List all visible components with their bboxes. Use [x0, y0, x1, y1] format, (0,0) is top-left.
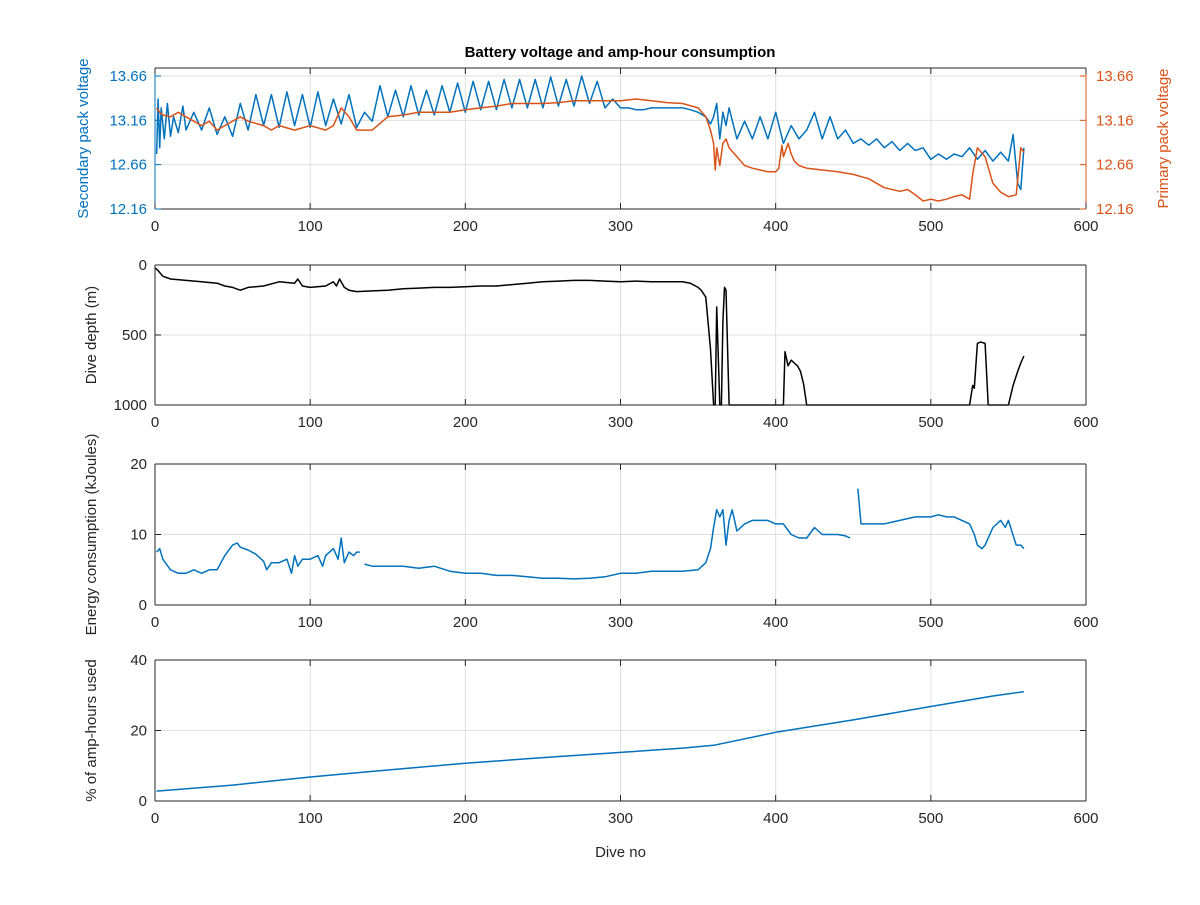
- y-tick-label: 0: [139, 257, 147, 274]
- x-tick-label: 400: [763, 414, 788, 431]
- y-tick-label: 1000: [114, 397, 147, 414]
- y-axis-label: Dive depth (m): [83, 286, 100, 384]
- x-tick-label: 0: [151, 614, 159, 631]
- y-axis-label-right: Primary pack voltage: [1155, 68, 1172, 208]
- panel-2: 0 100 200 300 400 500 600 0 500 1000 Dive depth (m…: [83, 257, 1099, 431]
- panel-4: 0 100 200 300 400 500 600 0 20 40 % of amp-hours u…: [83, 652, 1099, 861]
- y-tick-label-right: 12.16: [1096, 201, 1134, 218]
- x-tick-label: 300: [608, 614, 633, 631]
- x-tick-label: 0: [151, 218, 159, 235]
- panels: 0 100 200 300 400 500 60012.1612.6613.1613.661…: [75, 58, 1172, 861]
- x-tick-label: 600: [1073, 614, 1098, 631]
- series-line-1: [155, 75, 1025, 191]
- x-tick-label: 300: [608, 414, 633, 431]
- x-axis-label: Dive no: [595, 844, 646, 861]
- x-tick-label: 200: [453, 414, 478, 431]
- y-tick-label: 12.66: [109, 157, 147, 174]
- x-tick-label: 500: [918, 414, 943, 431]
- x-tick-label: 200: [453, 218, 478, 235]
- series-line-2: [155, 98, 1025, 202]
- figure-title: Battery voltage and amp-hour consumption: [465, 44, 776, 61]
- y-tick-label-right: 13.16: [1096, 112, 1134, 129]
- y-tick-label: 40: [130, 652, 147, 669]
- y-tick-label: 0: [139, 597, 147, 614]
- panel-1: 0 100 200 300 400 500 60012.1612.6613.1613.661…: [75, 58, 1172, 235]
- x-tick-label: 0: [151, 414, 159, 431]
- y-axis-label: Energy consumption (kJoules): [83, 434, 100, 636]
- y-axis-label: Secondary pack voltage: [75, 58, 92, 218]
- x-tick-label: 200: [453, 810, 478, 827]
- x-tick-label: 600: [1073, 218, 1098, 235]
- x-tick-label: 500: [918, 810, 943, 827]
- x-tick-label: 200: [453, 614, 478, 631]
- y-tick-label-right: 13.66: [1096, 68, 1134, 85]
- y-tick-label: 20: [130, 723, 147, 740]
- y-tick-label: 20: [130, 456, 147, 473]
- x-tick-label: 400: [763, 810, 788, 827]
- x-tick-label: 600: [1073, 414, 1098, 431]
- x-tick-label: 400: [763, 218, 788, 235]
- y-tick-label: 13.16: [109, 112, 147, 129]
- y-tick-label: 13.66: [109, 68, 147, 85]
- y-tick-label: 0: [139, 793, 147, 810]
- x-tick-label: 300: [608, 218, 633, 235]
- x-tick-label: 500: [918, 614, 943, 631]
- y-tick-label: 10: [130, 527, 147, 544]
- x-tick-label: 100: [298, 414, 323, 431]
- x-tick-label: 0: [151, 810, 159, 827]
- series-line-1: [156, 690, 1025, 792]
- x-tick-label: 600: [1073, 810, 1098, 827]
- x-tick-label: 100: [298, 614, 323, 631]
- x-tick-label: 100: [298, 810, 323, 827]
- x-tick-label: 300: [608, 810, 633, 827]
- panel-3: 0 100 200 300 400 500 600 0 10 20 Energy consumpti…: [83, 434, 1099, 636]
- x-tick-label: 500: [918, 218, 943, 235]
- y-axis-label: % of amp-hours used: [83, 659, 100, 802]
- y-tick-label: 12.16: [109, 201, 147, 218]
- y-tick-label-right: 12.66: [1096, 157, 1134, 174]
- y-tick-label: 500: [122, 327, 147, 344]
- series-line-1: [156, 488, 1025, 580]
- x-tick-label: 400: [763, 614, 788, 631]
- x-tick-label: 100: [298, 218, 323, 235]
